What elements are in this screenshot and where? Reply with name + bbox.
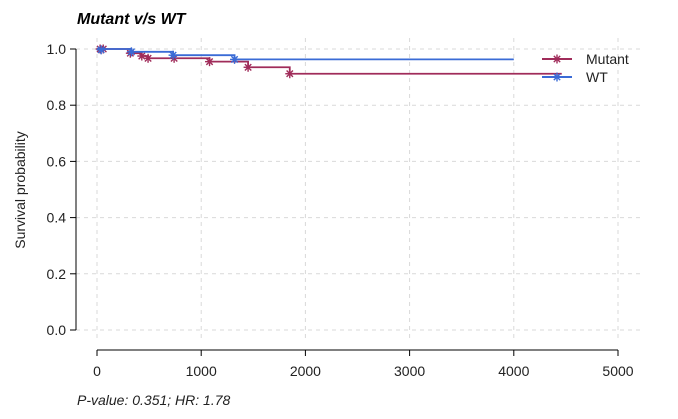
censor-mark — [230, 54, 240, 64]
legend-marker — [552, 54, 562, 64]
censor-mark — [126, 47, 136, 57]
legend-label: WT — [586, 69, 608, 85]
x-tick-label: 0 — [93, 363, 101, 379]
legend-marker — [552, 72, 562, 82]
censor-mark — [143, 53, 153, 63]
censor-mark — [96, 45, 106, 55]
legend: Mutant WT — [542, 51, 629, 85]
x-tick-label: 1000 — [186, 363, 217, 379]
y-tick-label: 0.8 — [47, 97, 67, 113]
y-tick-label: 1.0 — [47, 41, 67, 57]
x-tick-label: 5000 — [602, 363, 633, 379]
censor-mark — [243, 62, 253, 72]
y-axis-title: Survival probability — [12, 131, 28, 249]
x-tick-label: 3000 — [394, 363, 425, 379]
grid — [76, 38, 640, 340]
censor-mark — [205, 57, 215, 67]
censor-mark — [168, 50, 178, 60]
series-mutant — [95, 44, 562, 79]
series-layer — [95, 44, 562, 79]
legend-item-mutant: Mutant — [542, 51, 629, 67]
legend-item-wt: WT — [542, 69, 608, 85]
x-tick-label: 2000 — [290, 363, 321, 379]
y-tick-label: 0.2 — [47, 266, 67, 282]
x-tick-label: 4000 — [498, 363, 529, 379]
series-wt — [96, 45, 514, 64]
y-tick-label: 0.4 — [47, 210, 67, 226]
stats-footnote: P-value: 0.351; HR: 1.78 — [77, 392, 231, 408]
legend-label: Mutant — [586, 51, 629, 67]
axes: 0.0 0.2 0.4 0.6 0.8 1.0 0 1000 2000 3000 4000 5000 — [47, 41, 634, 379]
y-tick-label: 0.0 — [47, 322, 67, 338]
censor-mark — [285, 69, 295, 79]
y-tick-label: 0.6 — [47, 153, 67, 169]
chart-title: Mutant v/s WT — [77, 11, 187, 28]
